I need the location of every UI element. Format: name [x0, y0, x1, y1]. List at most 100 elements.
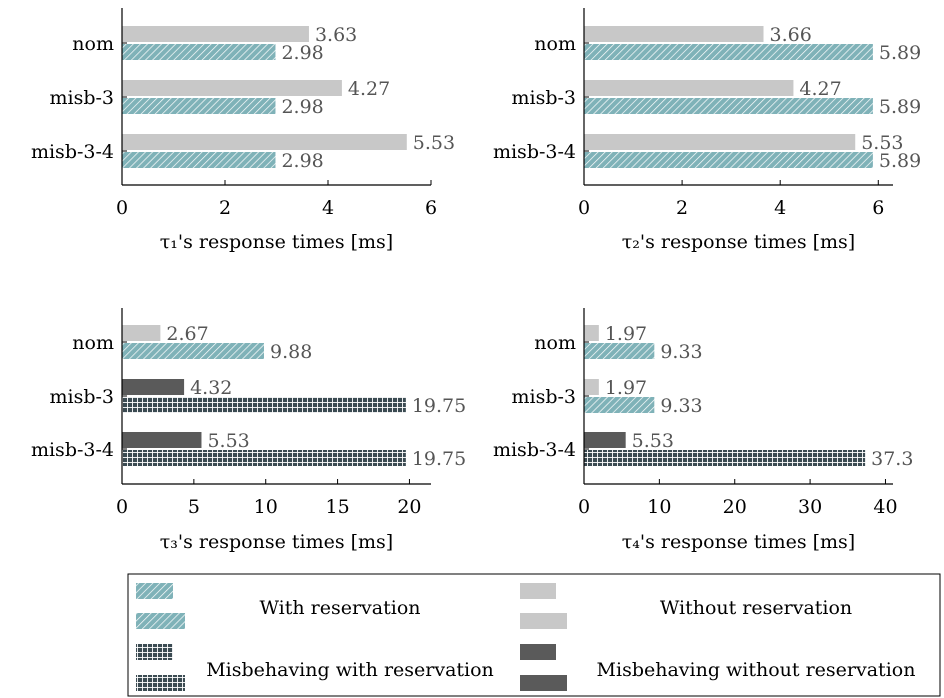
x-tick-label: 30: [798, 496, 822, 518]
bar-value-label: 4.27: [348, 78, 390, 100]
bar-with-reservation: [584, 44, 873, 60]
legend-swatch: [136, 583, 173, 599]
bar-value-label: 2.67: [166, 323, 208, 345]
legend: With reservation Without reservation Misbe…: [127, 573, 941, 697]
bar-value-label: 2.98: [281, 96, 323, 118]
bar-value-label: 9.33: [660, 395, 702, 417]
legend-swatch: [136, 675, 185, 691]
category-label: misb-3: [49, 87, 114, 109]
x-axis-label: τ₂'s response times [ms]: [622, 231, 855, 253]
category-label: misb-3-4: [493, 141, 576, 163]
chart-panel-2: 3.664.275.535.895.895.89nommisb-3misb-3-…: [493, 8, 921, 253]
x-tick-label: 20: [397, 496, 421, 518]
legend-swatch: [520, 675, 567, 691]
x-tick-label: 5: [188, 496, 200, 518]
bar-without-reservation: [584, 325, 599, 341]
bar-value-label: 9.33: [660, 341, 702, 363]
bar-value-label: 9.88: [270, 341, 312, 363]
bar-without-reservation: [122, 80, 342, 96]
bar-value-label: 3.63: [315, 24, 357, 46]
bar-without-reservation: [122, 26, 309, 42]
category-label: misb-3: [511, 386, 576, 408]
x-tick-label: 0: [578, 496, 590, 518]
bar-value-label: 2.98: [281, 150, 323, 172]
bar-without-reservation: [584, 26, 764, 42]
bar-without-reservation: [584, 379, 599, 395]
legend-entry-with-reservation: With reservation: [136, 583, 421, 629]
legend-swatch: [520, 583, 556, 599]
x-tick-label: 20: [723, 496, 747, 518]
bar-value-label: 4.32: [190, 377, 232, 399]
x-tick-label: 4: [774, 197, 786, 219]
bar-value-label: 5.89: [879, 150, 921, 172]
x-tick-label: 15: [325, 496, 349, 518]
legend-label: With reservation: [259, 597, 420, 619]
bar-value-label: 4.27: [799, 78, 841, 100]
bar-value-label: 2.98: [281, 42, 323, 64]
category-label: misb-3-4: [493, 439, 576, 461]
bar-value-label: 19.75: [412, 448, 466, 470]
legend-entry-misbehaving-with-reservation: Misbehaving with reservation: [136, 644, 494, 691]
bar-value-label: 1.97: [605, 323, 647, 345]
bar-value-label: 37.3: [871, 448, 913, 470]
chart-panel-3: 2.67 4.32 5.53 9.88 19.75 19.75 nom misb-3 misb-…: [31, 308, 466, 553]
legend-label: Misbehaving without reservation: [597, 659, 916, 681]
x-tick-label: 6: [425, 197, 437, 219]
category-label: misb-3-4: [31, 141, 114, 163]
bar-with-reservation: [584, 343, 655, 359]
x-axis-label: τ₃'s response times [ms]: [160, 531, 393, 553]
category-label: misb-3: [49, 386, 114, 408]
bar-value-label: 5.53: [207, 430, 249, 452]
x-tick-label: 2: [676, 197, 688, 219]
legend-swatch: [136, 644, 173, 660]
bar-misbehaving-without-reservation: [584, 432, 626, 448]
bar-without-reservation: [122, 134, 407, 150]
x-tick-label: 6: [872, 197, 884, 219]
x-tick-label: 40: [873, 496, 897, 518]
bar-value-label: 5.53: [861, 132, 903, 154]
bar-with-reservation: [122, 44, 276, 60]
charts-layer: 3.63 4.27 5.53 2.98 2.98 2.98 nom misb-3 misb-3-…: [31, 8, 921, 553]
legend-label: Misbehaving with reservation: [206, 659, 494, 681]
category-label: nom: [534, 33, 576, 55]
x-axis-label: τ₄'s response times [ms]: [622, 531, 855, 553]
chart-panel-1: 3.63 4.27 5.53 2.98 2.98 2.98 nom misb-3 misb-3-…: [31, 8, 455, 253]
x-axis-label: τ₁'s response times [ms]: [160, 231, 393, 253]
legend-swatch: [520, 644, 556, 660]
category-label: misb-3-4: [31, 439, 114, 461]
bar-value-label: 5.53: [413, 132, 455, 154]
bar-with-reservation: [122, 98, 276, 114]
category-label: misb-3: [511, 87, 576, 109]
x-tick-label: 10: [647, 496, 671, 518]
bar-without-reservation: [122, 325, 161, 341]
legend-swatch: [520, 613, 567, 629]
bar-with-reservation: [584, 98, 873, 114]
bar-value-label: 5.53: [632, 430, 674, 452]
bar-value-label: 19.75: [412, 395, 466, 417]
bar-value-label: 5.89: [879, 42, 921, 64]
category-label: nom: [534, 332, 576, 354]
legend-entry-without-reservation: Without reservation: [520, 583, 852, 629]
bar-with-reservation: [122, 152, 276, 168]
bar-value-label: 1.97: [605, 377, 647, 399]
legend-label: Without reservation: [660, 597, 852, 619]
x-tick-label: 0: [116, 197, 128, 219]
x-tick-label: 2: [219, 197, 231, 219]
bar-misbehaving-with-reservation: [122, 450, 406, 466]
x-tick-label: 10: [254, 496, 278, 518]
chart-panel-4: 1.97 1.97 5.53 9.33 9.33 37.3 nom misb-3 misb-3-…: [493, 308, 913, 553]
bar-value-label: 5.89: [879, 96, 921, 118]
bar-with-reservation: [122, 343, 264, 359]
bar-misbehaving-with-reservation: [584, 450, 866, 466]
bar-misbehaving-with-reservation: [122, 397, 406, 413]
bar-misbehaving-without-reservation: [122, 432, 202, 448]
x-tick-label: 0: [578, 197, 590, 219]
bar-misbehaving-without-reservation: [122, 379, 185, 395]
bar-without-reservation: [584, 80, 794, 96]
category-label: nom: [72, 332, 114, 354]
legend-entry-misbehaving-without-reservation: Misbehaving without reservation: [520, 644, 915, 691]
legend-swatch: [136, 613, 185, 629]
bar-with-reservation: [584, 152, 873, 168]
bar-value-label: 3.66: [770, 24, 812, 46]
